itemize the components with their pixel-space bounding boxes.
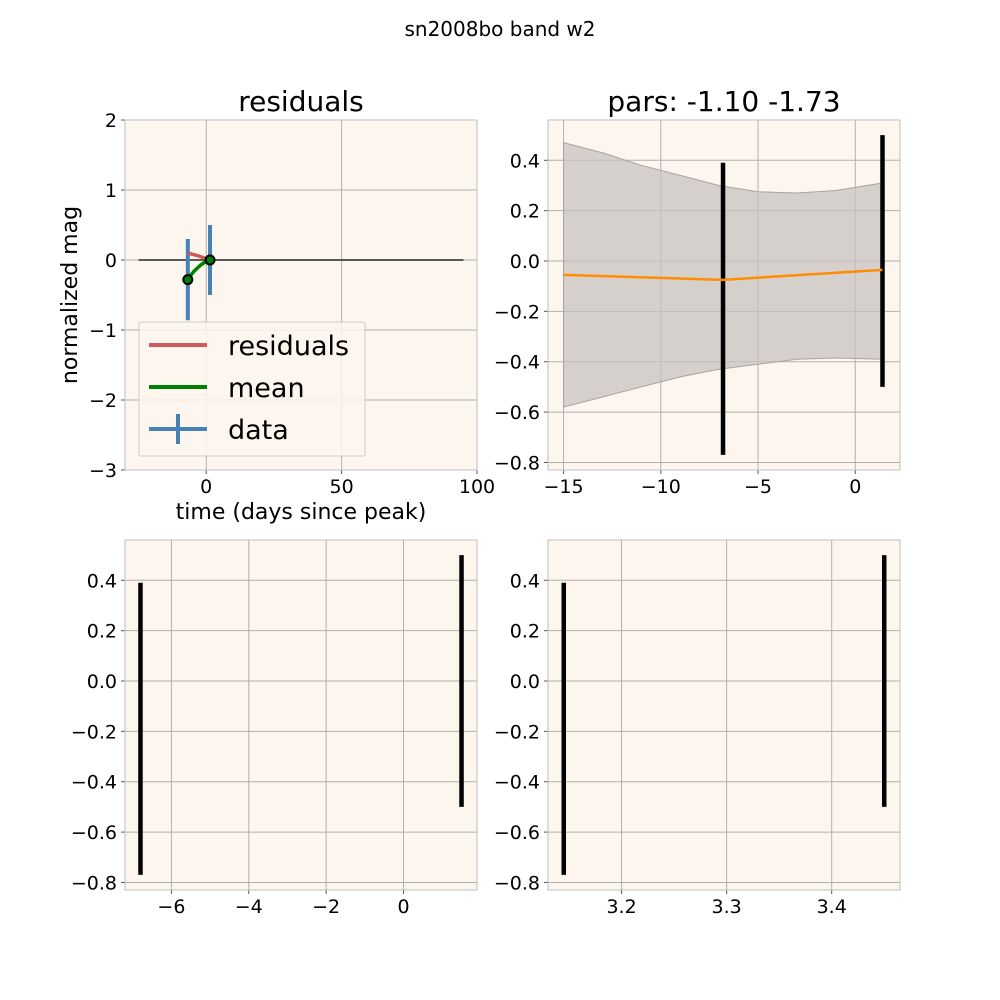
data-point — [459, 678, 464, 684]
chart-panel-bottom-right: 3.2 3.3 3.4 −0.8 −0.6 −0.4 −0.2 0.0 0.2 0.4 — [494, 539, 901, 918]
panel-title: pars: -1.10 -1.73 — [607, 85, 840, 118]
chart-panel-bottom-left: −6 −4 −2 0 −0.8 −0.6 −0.4 −0.2 0.0 0.2 0.4 — [71, 539, 478, 918]
y-tick-label: −0.6 — [494, 822, 540, 844]
y-tick-label: −0.4 — [494, 772, 540, 794]
chart-panel-pars: −15 −10 −5 0 −0.8 −0.6 −0.4 −0.2 0.0 0.2 0.4 pars: … — [494, 85, 901, 498]
y-tick-label: 0.0 — [510, 251, 540, 273]
plot-frame — [547, 119, 901, 471]
y-tick-label: −0.6 — [494, 402, 540, 424]
y-tick-label: −3 — [89, 460, 117, 482]
plot-frame — [124, 539, 478, 891]
y-tick-label: −0.2 — [494, 721, 540, 743]
y-tick-label: −0.8 — [494, 872, 540, 894]
x-tick-label: 0 — [200, 476, 212, 498]
y-tick-label: −2 — [89, 390, 117, 412]
x-tick-label: 100 — [459, 476, 495, 498]
plot-background — [125, 540, 477, 890]
y-tick-label: −1 — [89, 320, 117, 342]
y-tick-label: 0.2 — [510, 621, 540, 643]
data-point — [182, 274, 194, 286]
x-tick-label: 0 — [849, 476, 861, 498]
x-tick-label: −2 — [312, 896, 340, 918]
plot-area — [138, 555, 464, 875]
y-tick-label: 2 — [105, 110, 117, 132]
legend-box — [138, 321, 366, 457]
x-tick-label: 3.3 — [712, 896, 742, 918]
x-tick-label: −4 — [235, 896, 263, 918]
data-point — [880, 258, 885, 264]
data-point — [561, 726, 566, 732]
chart-panel-residuals: 0 50 100 −3 −2 −1 0 1 2 residuals time (days since… — [58, 85, 495, 525]
y-tick-label: 0.2 — [87, 621, 117, 643]
y-tick-label: 0.0 — [87, 671, 117, 693]
x-tick-label: 0 — [397, 896, 409, 918]
plot-background — [548, 540, 900, 890]
plot-frame — [547, 539, 901, 891]
plot-area — [561, 555, 887, 875]
x-tick-label: −10 — [641, 476, 681, 498]
y-tick-label: −0.8 — [494, 452, 540, 474]
y-tick-label: −0.6 — [71, 822, 117, 844]
data-point — [720, 306, 726, 312]
x-tick-label: 3.2 — [606, 896, 636, 918]
data-point — [882, 678, 887, 684]
y-tick-label: 0.4 — [87, 570, 117, 592]
data-point — [138, 726, 143, 732]
legend-label-data: data — [228, 415, 289, 446]
x-tick-label: 3.4 — [817, 896, 847, 918]
panel-title: residuals — [238, 85, 364, 118]
legend-label-mean: mean — [228, 373, 305, 404]
figure-suptitle: sn2008bo band w2 — [404, 17, 595, 41]
y-tick-label: 0.4 — [510, 150, 540, 172]
y-tick-label: 0 — [105, 250, 117, 272]
y-axis-label: normalized mag — [58, 206, 83, 384]
x-tick-label: 50 — [330, 476, 354, 498]
y-tick-label: 0.2 — [510, 201, 540, 223]
plot-area — [563, 135, 885, 455]
x-tick-label: −5 — [744, 476, 772, 498]
series-line-fit — [563, 268, 883, 282]
data-point — [204, 254, 216, 266]
plot-area — [138, 225, 464, 321]
x-axis-label: time (days since peak) — [176, 500, 427, 525]
plot-frame — [124, 119, 478, 471]
y-tick-label: −0.8 — [71, 872, 117, 894]
y-tick-label: −0.4 — [494, 352, 540, 374]
y-tick-label: −0.2 — [494, 301, 540, 323]
x-tick-label: −6 — [157, 896, 185, 918]
y-tick-label: −0.4 — [71, 772, 117, 794]
y-tick-label: 0.4 — [510, 570, 540, 592]
y-tick-label: −0.2 — [71, 721, 117, 743]
y-tick-label: 1 — [105, 180, 117, 202]
x-tick-label: −15 — [544, 476, 584, 498]
y-tick-label: 0.0 — [510, 671, 540, 693]
legend-label-residuals: residuals — [228, 331, 349, 362]
